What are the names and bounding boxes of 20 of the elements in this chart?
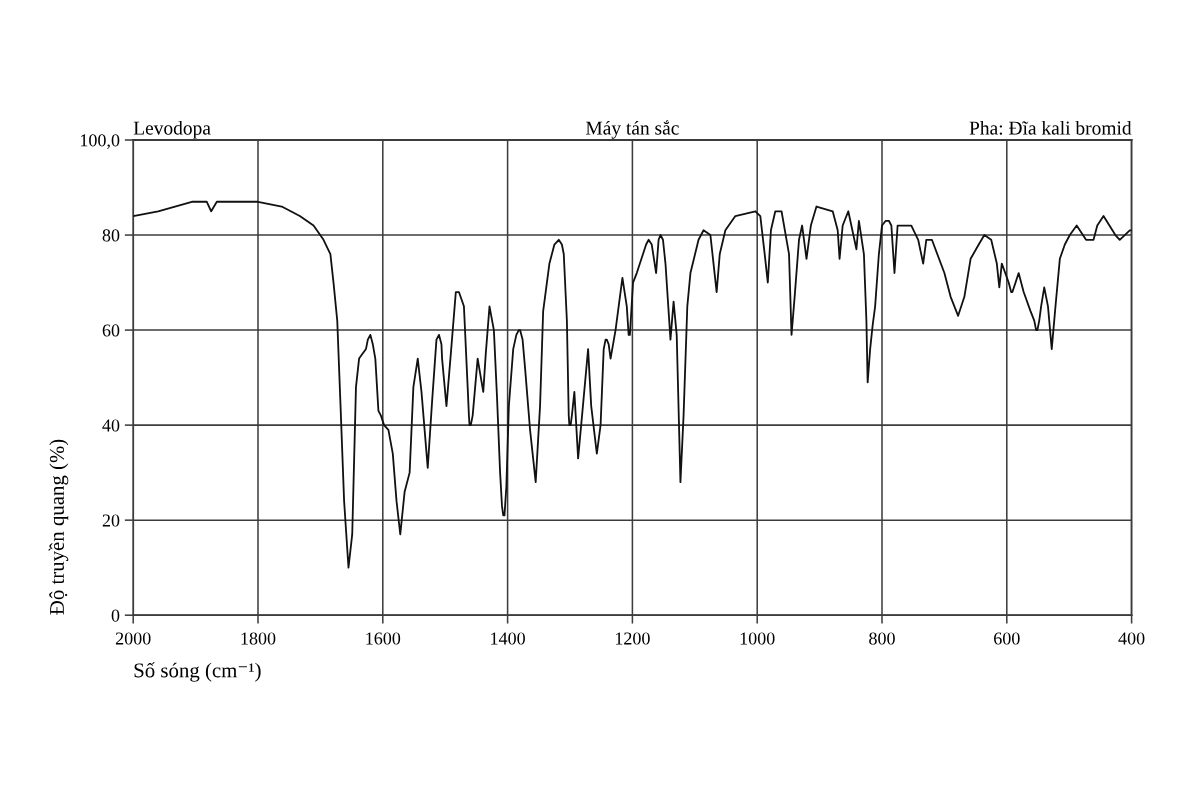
x-tick-label: 1600 xyxy=(366,632,401,645)
x-tick-label: 1000 xyxy=(740,632,775,645)
x-tick-label: 1200 xyxy=(615,632,650,645)
x-axis-title: Số sóng (cm⁻¹) xyxy=(134,662,261,682)
y-tick-label: 0 xyxy=(111,609,120,622)
y-tick-label: 100,0 xyxy=(80,134,120,150)
x-tick-label: 400 xyxy=(1118,632,1145,645)
y-tick-label: 60 xyxy=(102,324,120,337)
x-tick-label: 600 xyxy=(994,632,1020,645)
text: Pha: Đĩa kali bromid xyxy=(969,120,1132,135)
x-tick-label: 800 xyxy=(869,632,895,645)
x-tick-label: 1800 xyxy=(241,632,276,645)
y-tick-label: 20 xyxy=(102,514,120,527)
y-tick-label: 80 xyxy=(102,229,120,242)
y-tick-label: 40 xyxy=(102,419,120,432)
y-axis-title: Độ truyền quang (%) xyxy=(48,439,69,615)
x-tick-label: 2000 xyxy=(115,632,151,645)
text: Máy tán sắc xyxy=(585,120,679,139)
x-tick-label: 1400 xyxy=(491,632,525,645)
chart-title: Levodopa xyxy=(133,120,211,139)
